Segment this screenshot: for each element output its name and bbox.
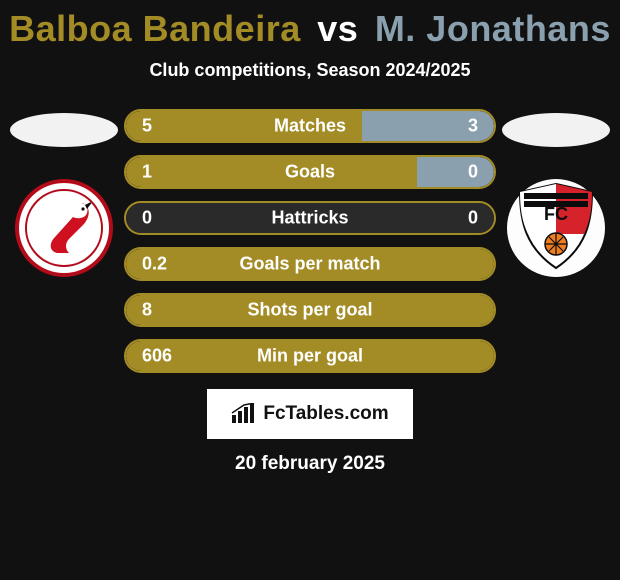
- chart-bars-icon: [231, 403, 257, 425]
- row-label: Min per goal: [257, 346, 363, 367]
- left-side: [4, 109, 124, 277]
- row-label: Shots per goal: [247, 300, 372, 321]
- flamingo-icon: [35, 197, 95, 257]
- page-root: Balboa Bandeira vs M. Jonathans Club com…: [0, 0, 620, 580]
- row-label: Goals per match: [239, 254, 380, 275]
- val-left: 606: [142, 346, 172, 367]
- subtitle: Club competitions, Season 2024/2025: [0, 60, 620, 81]
- page-title: Balboa Bandeira vs M. Jonathans: [0, 0, 620, 50]
- stat-row-goals: 1 Goals 0: [124, 155, 496, 189]
- watermark: FcTables.com: [207, 389, 413, 439]
- row-label: Hattricks: [271, 208, 348, 229]
- val-left: 8: [142, 300, 152, 321]
- val-left: 5: [142, 116, 152, 137]
- stat-row-min-per-goal: 606 Min per goal: [124, 339, 496, 373]
- bar-left: [126, 157, 417, 187]
- club-crest-right: FC: [507, 179, 605, 277]
- right-side: FC: [496, 109, 616, 277]
- title-vs: vs: [317, 8, 358, 49]
- val-right: 3: [468, 116, 478, 137]
- val-left: 0: [142, 208, 152, 229]
- player-right-ellipse: [502, 113, 610, 147]
- bar-right: [417, 157, 494, 187]
- title-player-right: M. Jonathans: [375, 8, 611, 49]
- svg-text:FC: FC: [544, 204, 568, 224]
- stats-column: 5 Matches 3 1 Goals 0 0 Hattricks 0: [124, 109, 496, 373]
- club-crest-left-inner: [25, 189, 103, 267]
- val-right: 0: [468, 162, 478, 183]
- val-left: 1: [142, 162, 152, 183]
- date-text: 20 february 2025: [0, 453, 620, 475]
- stat-row-hattricks: 0 Hattricks 0: [124, 201, 496, 235]
- row-label: Matches: [274, 116, 346, 137]
- title-player-left: Balboa Bandeira: [9, 8, 301, 49]
- main-area: 5 Matches 3 1 Goals 0 0 Hattricks 0: [0, 109, 620, 373]
- shield-icon: FC: [514, 182, 598, 270]
- watermark-text: FcTables.com: [263, 403, 388, 425]
- club-crest-left: [15, 179, 113, 277]
- val-right: 0: [468, 208, 478, 229]
- stat-row-shots-per-goal: 8 Shots per goal: [124, 293, 496, 327]
- row-label: Goals: [285, 162, 335, 183]
- stat-row-matches: 5 Matches 3: [124, 109, 496, 143]
- player-left-ellipse: [10, 113, 118, 147]
- stat-row-goals-per-match: 0.2 Goals per match: [124, 247, 496, 281]
- val-left: 0.2: [142, 254, 167, 275]
